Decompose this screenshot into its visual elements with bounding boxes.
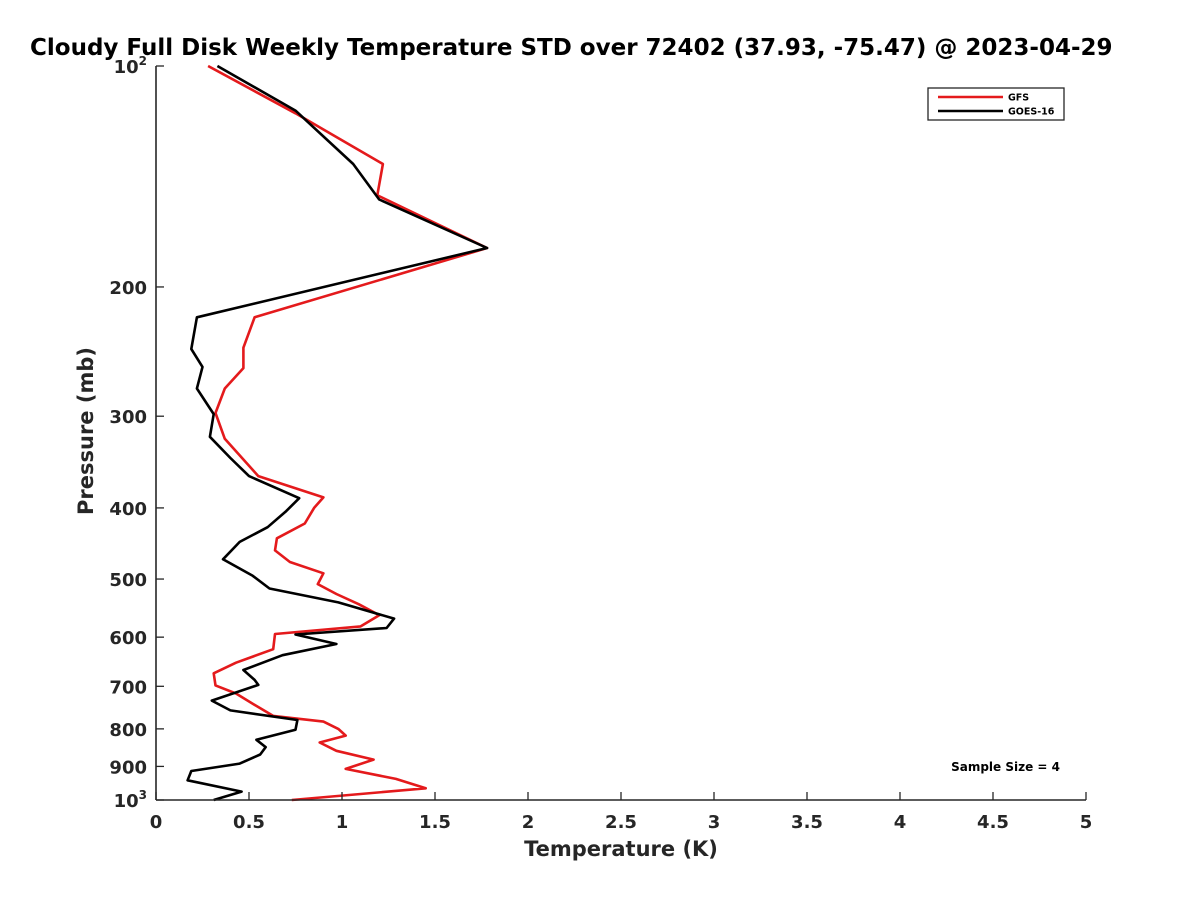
x-axis-label: Temperature (K)	[524, 837, 718, 861]
y-tick-label: 900	[109, 757, 147, 778]
chart-title: Cloudy Full Disk Weekly Temperature STD …	[30, 35, 1113, 61]
series-line-goes-16	[186, 64, 489, 802]
x-tick-label: 0.5	[233, 812, 265, 833]
y-tick-label-base: 10	[114, 791, 139, 812]
y-tick-label-base: 600	[109, 628, 147, 649]
x-tick-label: 5	[1080, 812, 1093, 833]
y-tick-label-exponent: 3	[139, 788, 147, 802]
y-axis-label: Pressure (mb)	[74, 347, 98, 515]
y-tick-label-base: 10	[114, 57, 139, 78]
x-tick-label: 3.5	[791, 812, 823, 833]
y-tick-label: 800	[109, 720, 147, 741]
y-tick-label: 200	[109, 278, 147, 299]
y-tick-label: 103	[114, 788, 147, 812]
legend-label: GOES-16	[1008, 107, 1055, 118]
x-tick-label: 4	[894, 812, 907, 833]
y-tick-label-exponent: 2	[139, 54, 147, 68]
legend-label: GFS	[1008, 93, 1029, 104]
y-tick-label-base: 900	[109, 757, 147, 778]
x-tick-label: 1.5	[419, 812, 451, 833]
x-tick-label: 4.5	[977, 812, 1009, 833]
x-tick-label: 0	[150, 812, 163, 833]
y-tick-label: 102	[114, 54, 147, 78]
sample-size-annotation: Sample Size = 4	[951, 760, 1060, 774]
y-tick-label-base: 500	[109, 570, 147, 591]
y-tick-label-base: 200	[109, 278, 147, 299]
y-tick-label: 300	[109, 407, 147, 428]
y-tick-label: 400	[109, 499, 147, 520]
x-tick-label: 2	[522, 812, 535, 833]
y-tick-label-base: 300	[109, 407, 147, 428]
x-tick-label: 1	[336, 812, 349, 833]
legend: GFS GOES-16	[927, 87, 1065, 121]
x-tick-label: 3	[708, 812, 721, 833]
y-tick-label: 700	[109, 677, 147, 698]
y-tick-label-base: 800	[109, 720, 147, 741]
y-tick-label-base: 700	[109, 677, 147, 698]
y-tick-label: 500	[109, 570, 147, 591]
x-tick-label: 2.5	[605, 812, 637, 833]
series-line-gfs	[207, 64, 489, 802]
y-tick-label-base: 400	[109, 499, 147, 520]
legend-box	[927, 87, 1065, 121]
y-tick-label: 600	[109, 628, 147, 649]
